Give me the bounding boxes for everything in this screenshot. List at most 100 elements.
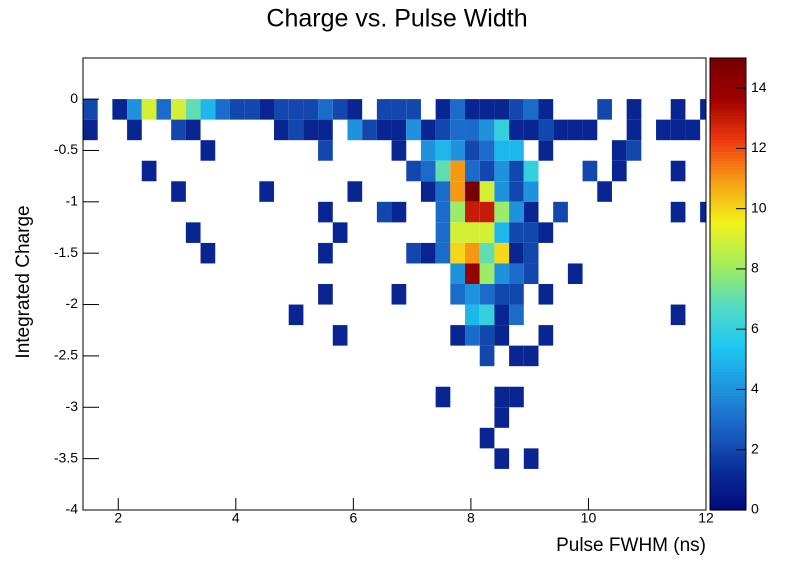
cell <box>288 119 304 141</box>
cell <box>494 284 510 305</box>
colorbar-band <box>710 431 746 436</box>
cell <box>479 345 495 367</box>
z-tick-label: 14 <box>751 79 767 95</box>
colorbar-band <box>710 359 746 363</box>
cell <box>318 140 333 161</box>
colorbar-band <box>710 446 746 451</box>
cell <box>538 222 554 243</box>
colorbar-band <box>710 202 746 207</box>
y-tick-label: -0.5 <box>54 141 78 157</box>
colorbar-band <box>710 419 746 424</box>
colorbar-band <box>710 389 746 394</box>
cell <box>465 140 480 161</box>
cell <box>465 99 480 120</box>
cell <box>465 284 480 305</box>
colorbar-band <box>710 277 746 282</box>
cell <box>494 119 510 141</box>
cell <box>406 119 421 141</box>
z-tick-label: 10 <box>751 199 767 215</box>
colorbar-band <box>710 284 746 288</box>
colorbar-band <box>710 193 746 198</box>
colorbar-band <box>710 356 746 360</box>
colorbar-band <box>710 169 746 174</box>
cell <box>465 222 480 243</box>
cell <box>494 325 510 346</box>
cell <box>494 407 510 428</box>
cell <box>465 119 480 141</box>
x-tick-label: 4 <box>232 510 240 526</box>
cell <box>494 99 510 120</box>
colorbar-band <box>710 293 746 297</box>
colorbar-band <box>710 241 746 246</box>
cell <box>332 99 348 120</box>
cell <box>509 284 524 305</box>
colorbar-band <box>710 178 746 183</box>
cell <box>259 99 275 120</box>
cell <box>670 201 686 223</box>
cell <box>626 140 642 161</box>
colorbar-band <box>710 208 746 213</box>
colorbar-band <box>710 73 746 77</box>
z-tick-label: 12 <box>751 139 767 155</box>
colorbar-band <box>710 133 746 137</box>
colorbar-band <box>710 139 746 143</box>
colorbar-band <box>710 223 746 228</box>
cell <box>670 119 686 141</box>
cell <box>538 140 554 161</box>
cell <box>288 304 304 326</box>
cell <box>406 242 421 264</box>
cell <box>465 181 480 202</box>
cell <box>509 263 524 284</box>
cell <box>465 160 480 182</box>
colorbar-band <box>710 271 746 276</box>
colorbar-band <box>710 398 746 403</box>
cell <box>582 160 598 182</box>
colorbar-band <box>710 425 746 430</box>
colorbar-band <box>710 121 746 125</box>
cell <box>611 140 627 161</box>
colorbar-band <box>710 127 746 131</box>
cell <box>420 140 436 161</box>
colorbar-band <box>710 290 746 294</box>
colorbar-band <box>710 199 746 204</box>
colorbar-band <box>710 253 746 258</box>
colorbar-band <box>710 118 746 122</box>
cell <box>494 242 510 264</box>
cell <box>420 242 436 264</box>
cell <box>626 99 642 120</box>
cell <box>141 160 157 182</box>
cell <box>494 263 510 284</box>
cell <box>611 160 627 182</box>
x-tick-label: 10 <box>581 510 597 526</box>
colorbar-band <box>710 368 746 372</box>
colorbar-band <box>710 217 746 222</box>
colorbar-band <box>710 220 746 225</box>
cell <box>200 242 216 264</box>
cell <box>494 448 510 469</box>
cell <box>376 119 392 141</box>
cell <box>347 181 363 202</box>
colorbar-band <box>710 452 746 457</box>
colorbar-band <box>710 70 746 74</box>
cell <box>141 99 157 120</box>
cell <box>670 304 686 326</box>
cell <box>185 222 201 243</box>
cell <box>435 119 451 141</box>
colorbar-band <box>710 374 746 379</box>
colorbar-band <box>710 437 746 442</box>
colorbar-band <box>710 317 746 321</box>
cell <box>538 99 554 120</box>
cell <box>479 181 495 202</box>
colorbar-band <box>710 380 746 385</box>
cell <box>553 119 568 141</box>
y-tick-label: -2.5 <box>54 347 78 363</box>
colorbar-band <box>710 383 746 388</box>
cell <box>450 119 466 141</box>
colorbar-band <box>710 61 746 65</box>
colorbar-band <box>710 353 746 357</box>
cell <box>538 325 554 346</box>
colorbar-band <box>710 103 746 107</box>
cell <box>626 119 642 141</box>
colorbar-band <box>710 100 746 104</box>
